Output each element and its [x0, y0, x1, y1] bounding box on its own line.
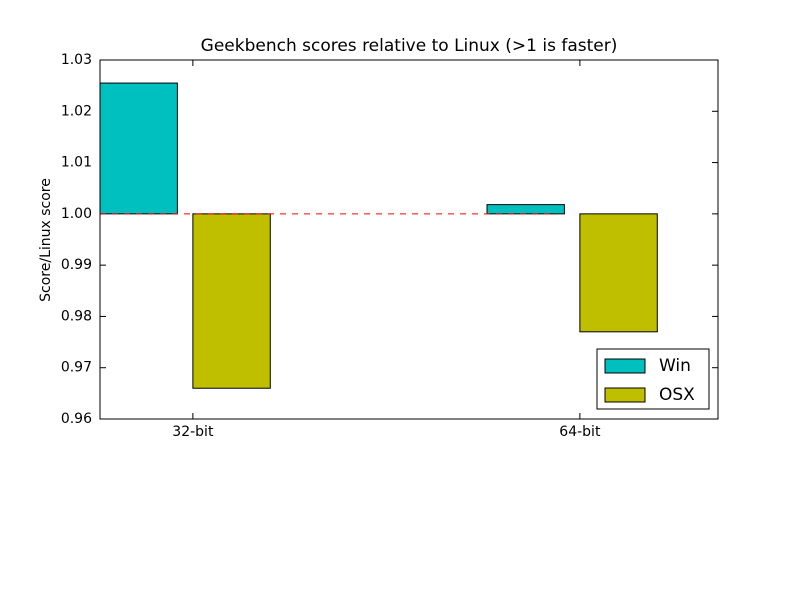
legend-label: Win: [659, 356, 691, 376]
y-tick-label: 0.98: [61, 308, 92, 324]
bar: [99, 82, 178, 215]
y-tick-label: 1.03: [61, 52, 92, 68]
x-tick-label: 64-bit: [559, 424, 601, 440]
chart-title: Geekbench scores relative to Linux (>1 i…: [201, 36, 618, 56]
plot-frame: [99, 59, 719, 420]
bar: [192, 213, 271, 389]
legend-swatch: [604, 358, 646, 374]
y-tick-label: 0.97: [61, 360, 92, 376]
y-tick-label: 0.96: [61, 411, 92, 427]
y-tick-label: 1.02: [61, 103, 92, 119]
y-axis-label: Score/Linux score: [38, 178, 54, 302]
y-tick-label: 1.01: [61, 155, 92, 171]
x-tick-label: 32-bit: [172, 424, 214, 440]
legend-swatch: [604, 387, 646, 403]
bar: [486, 204, 565, 215]
legend-label: OSX: [659, 385, 695, 405]
y-tick-label: 0.99: [61, 257, 92, 273]
bar: [579, 213, 658, 333]
y-tick-label: 1.00: [61, 206, 92, 222]
